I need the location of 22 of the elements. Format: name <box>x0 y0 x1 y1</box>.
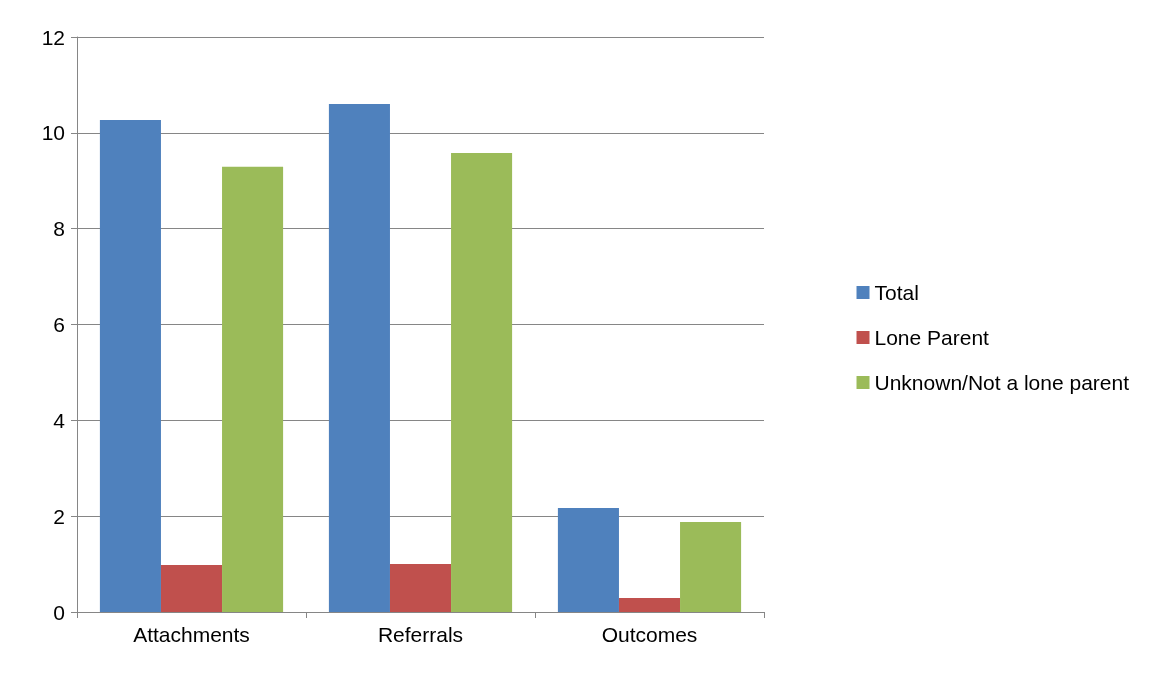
y-tick-label: 8 <box>53 217 65 241</box>
bar <box>99 119 161 612</box>
y-tick-label: 0 <box>53 600 65 624</box>
y-tick-label: 10 <box>41 121 65 145</box>
x-tick-label: Referrals <box>377 623 464 646</box>
x-tick-label: Attachments <box>133 623 250 646</box>
bar <box>222 166 284 612</box>
y-tick-label: 4 <box>53 408 66 432</box>
bar <box>557 508 619 612</box>
bar <box>328 104 390 612</box>
y-tick-label: 6 <box>53 313 65 336</box>
y-tick-label: 12 <box>41 25 65 49</box>
bar <box>451 152 513 612</box>
bar <box>618 598 681 612</box>
legend-label: Total <box>874 281 919 304</box>
y-tick-label: 2 <box>53 504 65 528</box>
bar <box>160 565 223 612</box>
x-tick-label: Outcomes <box>601 623 698 646</box>
legend-label: Lone Parent <box>874 326 990 349</box>
legend-label: Unknown/Not a lone parent <box>874 371 1130 394</box>
bar <box>389 564 452 612</box>
bar <box>680 521 742 612</box>
